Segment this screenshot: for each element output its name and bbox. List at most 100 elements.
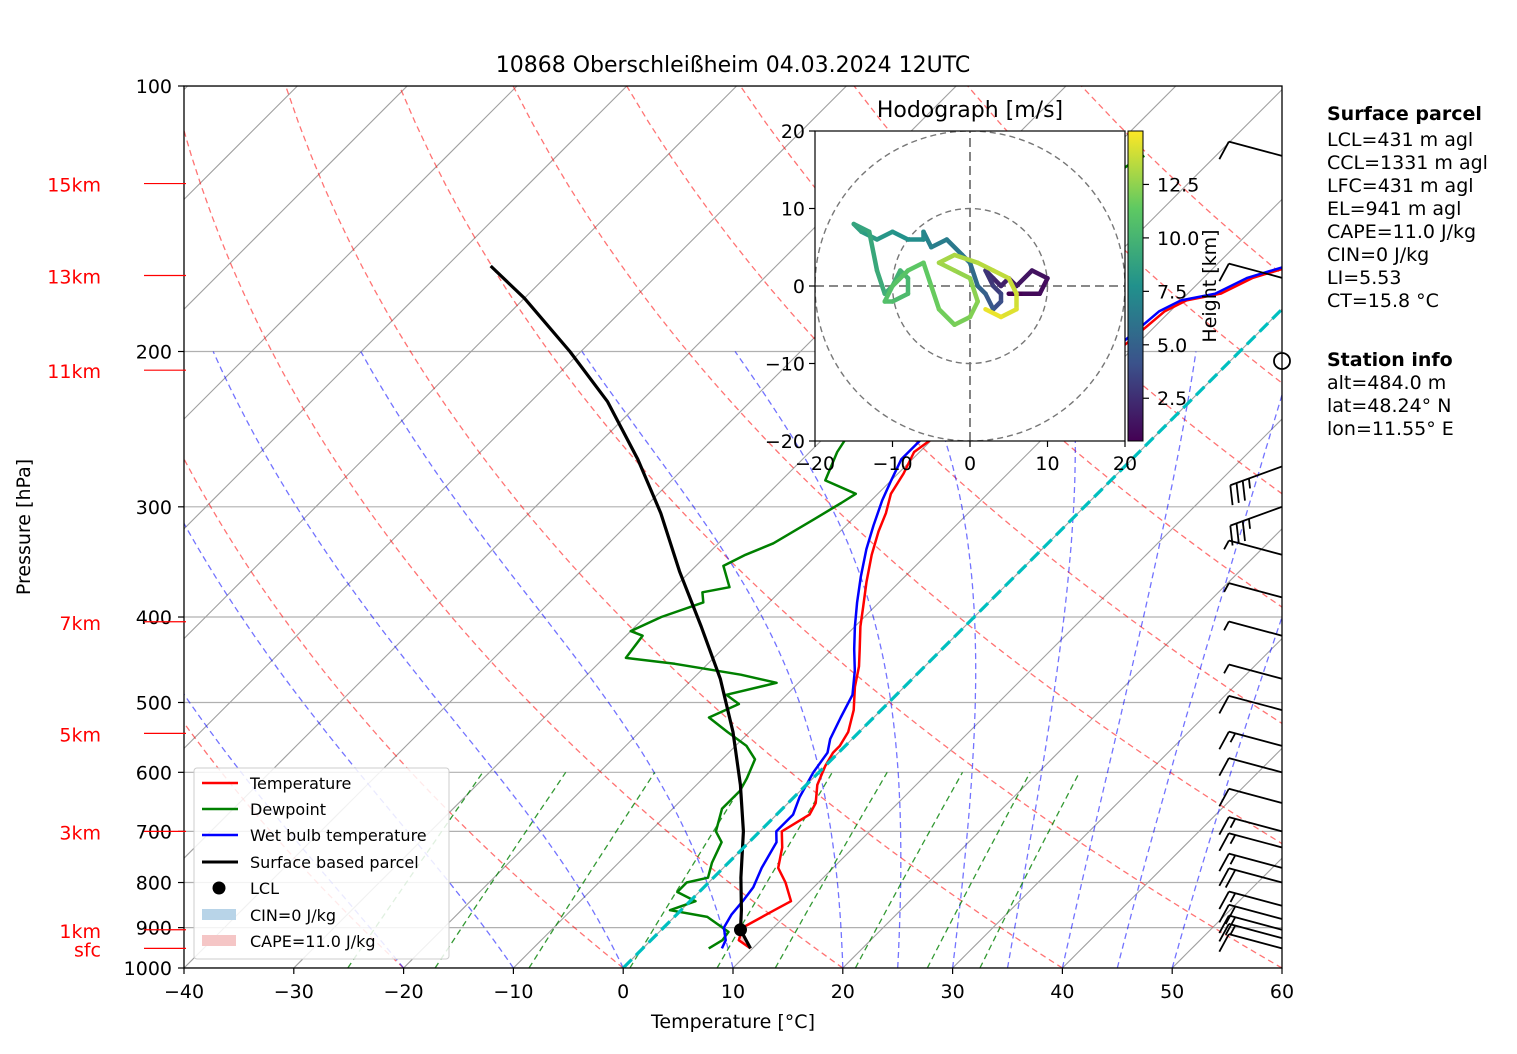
mixing-ratio-line — [926, 771, 1031, 968]
hodograph-segment — [882, 283, 895, 304]
x-tick-label: 30 — [941, 981, 965, 1003]
hodograph-segment — [936, 252, 957, 265]
y-tick-label: 800 — [136, 873, 172, 895]
hodograph-segment — [975, 260, 996, 273]
hodograph-segment — [867, 229, 880, 273]
hodo-y-tick-label: −10 — [765, 354, 805, 376]
hodo-x-tick-label: 0 — [964, 453, 976, 475]
wind-barb — [1229, 505, 1283, 546]
hodograph-segment — [1014, 268, 1035, 289]
isotherm-line — [952, 637, 1282, 968]
dry-adiabat-line — [285, 86, 1063, 968]
wind-barb — [1223, 663, 1283, 680]
hodograph-segment — [967, 276, 980, 304]
y-tick-label: 400 — [136, 607, 172, 629]
isotherm-line — [732, 418, 1282, 968]
wind-barb — [1218, 852, 1283, 872]
legend-label-cape: CAPE=11.0 J/kg — [250, 932, 376, 951]
hodograph-segment — [991, 268, 1011, 281]
sounding-lines — [489, 154, 1282, 968]
height-label: 5km — [59, 724, 101, 746]
info-panel: Surface parcel LCL=431 m agl CCL=1331 m … — [1327, 103, 1488, 440]
height-label: 3km — [59, 822, 101, 844]
legend-label-dewpoint: Dewpoint — [250, 800, 326, 819]
hodograph-segment — [936, 260, 957, 273]
mixing-ratio-line — [528, 771, 656, 968]
y-axis-label: Pressure [hPa] — [13, 459, 35, 595]
info-cin: CIN=0 J/kg — [1327, 244, 1429, 266]
hodo-y-tick-label: 0 — [793, 276, 805, 298]
parcel-line — [489, 264, 752, 950]
hodograph-segment — [921, 260, 934, 289]
hodograph-segment — [952, 314, 973, 327]
moist-adiabat-line — [909, 351, 977, 968]
hodograph-segment — [890, 291, 911, 304]
hodo-x-tick-label: 20 — [1113, 453, 1137, 475]
moist-adiabat-line — [1061, 351, 1197, 968]
hodograph-segment — [1006, 276, 1019, 296]
moist-adiabat-line — [1116, 392, 1282, 968]
hodograph-segment — [890, 229, 911, 242]
x-axis-label: Temperature [°C] — [650, 1011, 815, 1033]
hodograph-segment — [890, 268, 911, 289]
hodograph-trace — [851, 221, 1050, 327]
wind-barb — [1218, 832, 1283, 852]
y-tick-label: 300 — [136, 497, 172, 519]
legend-label-cin: CIN=0 J/kg — [250, 906, 336, 925]
hodo-x-tick-label: 10 — [1035, 453, 1059, 475]
hodograph-segment — [967, 299, 980, 320]
info-alt: alt=484.0 m — [1327, 372, 1446, 394]
hodograph-segment — [952, 268, 973, 281]
hodograph-segment — [1037, 276, 1050, 296]
isotherm-line — [842, 528, 1282, 968]
y-tick-label: 600 — [136, 762, 172, 784]
x-tick-label: 20 — [831, 981, 855, 1003]
x-tick-label: 40 — [1050, 981, 1074, 1003]
isotherm-line — [1062, 747, 1282, 968]
height-label: sfc — [74, 939, 101, 961]
wind-barb — [1218, 262, 1283, 282]
zero-isotherm-line — [622, 306, 1282, 968]
colorbar-label: Height [km] — [1199, 229, 1221, 342]
y-axis-ticks: 100 200 300 400 500 600 700 800 900 1000 — [124, 76, 184, 980]
moist-adiabat-line — [1171, 615, 1282, 968]
wind-barb — [1218, 730, 1283, 750]
info-lat: lat=48.24° N — [1327, 395, 1451, 417]
hodograph-segment — [929, 237, 949, 250]
wind-barb — [1218, 933, 1283, 953]
dry-adiabat-line — [512, 86, 1282, 845]
x-tick-label: 10 — [721, 981, 745, 1003]
wind-barb — [1223, 539, 1283, 556]
mixing-ratio-line — [979, 771, 1081, 968]
moist-adiabat-line — [212, 351, 624, 968]
info-el: EL=941 m agl — [1327, 198, 1461, 220]
mixing-ratio-line — [854, 771, 964, 968]
x-tick-label: 50 — [1160, 981, 1184, 1003]
hodo-x-tick-label: −10 — [872, 453, 912, 475]
dry-adiabat-line — [184, 457, 624, 968]
isotherm-line — [184, 86, 847, 750]
dry-adiabat-line — [184, 128, 844, 968]
height-label: 15km — [47, 175, 101, 197]
hodograph-segment — [929, 283, 942, 312]
legend-box — [193, 767, 450, 960]
hodo-x-tick-label: −20 — [795, 453, 835, 475]
info-lcl: LCL=431 m agl — [1327, 129, 1473, 151]
wind-barb — [1229, 465, 1283, 506]
x-tick-label: −40 — [164, 981, 204, 1003]
wind-barb — [1223, 620, 1283, 637]
x-tick-label: 0 — [617, 981, 629, 1003]
wind-barb — [1218, 757, 1283, 777]
wind-barb — [1223, 582, 1283, 599]
hodo-y-tick-label: −20 — [765, 431, 805, 453]
y-tick-label: 500 — [136, 692, 172, 714]
wind-barb — [1218, 694, 1283, 714]
legend-label-lcl: LCL — [250, 879, 279, 898]
colorbar-tick-label: 2.5 — [1157, 388, 1187, 410]
x-tick-label: −10 — [493, 981, 533, 1003]
mixing-ratio-line — [434, 771, 567, 968]
hodograph-segment — [952, 252, 980, 265]
colorbar-tick-label: 7.5 — [1157, 281, 1187, 303]
